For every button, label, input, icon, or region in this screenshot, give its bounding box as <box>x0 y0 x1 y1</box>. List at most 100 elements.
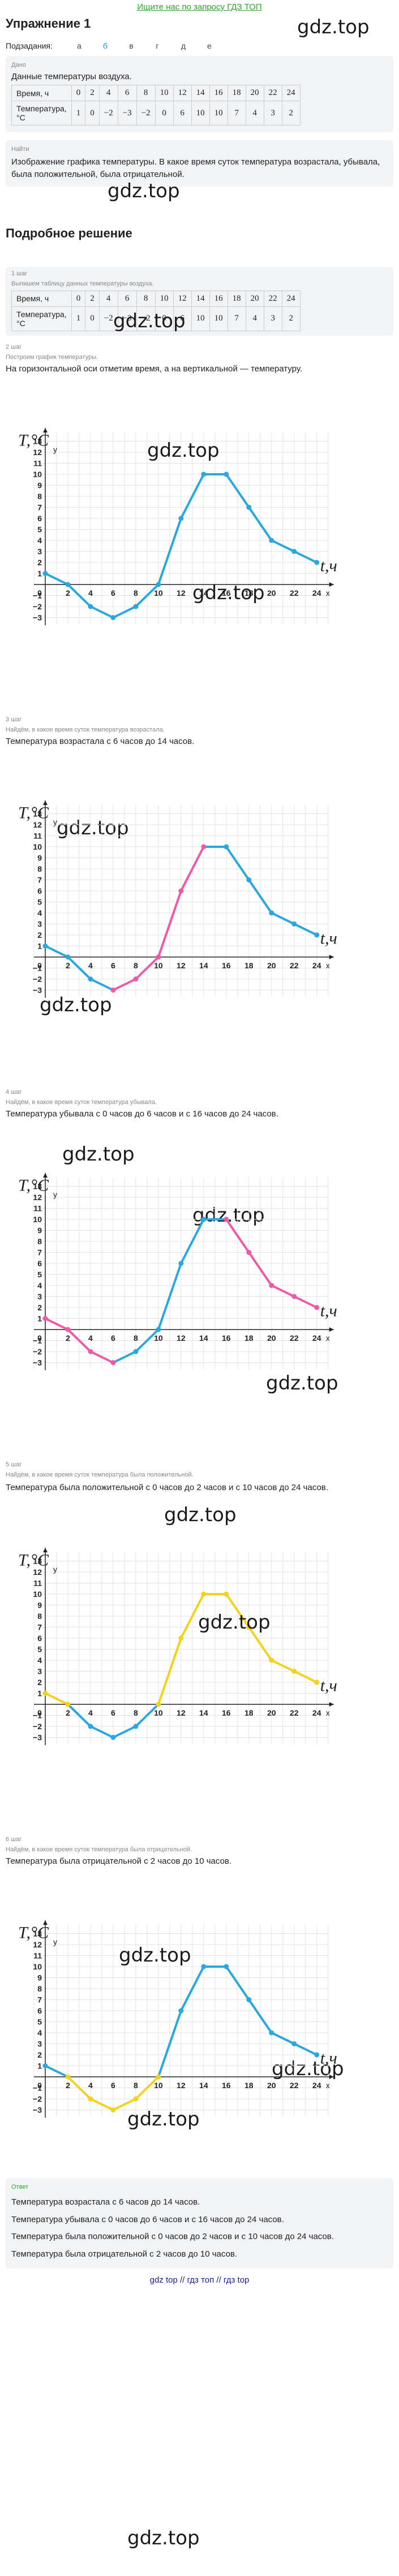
y-axis-label: T,°C <box>18 1924 49 1942</box>
y-axis-letter: y <box>53 445 57 454</box>
answer-line: Температура убывала с 0 часов до 6 часов… <box>11 2214 284 2224</box>
x-tick-label: 4 <box>88 2081 93 2090</box>
table-cell: 6 <box>173 306 192 331</box>
x-tick-label: 8 <box>134 961 138 970</box>
data-point <box>269 1657 274 1663</box>
series-segment <box>225 1965 250 2001</box>
series-segment <box>44 2064 69 2079</box>
x-tick-label: 24 <box>312 588 321 598</box>
y-tick-label: 11 <box>33 1579 42 1588</box>
data-point <box>88 1349 93 1354</box>
x-tick-label: 18 <box>244 1708 254 1717</box>
x-axis-label: t,ч <box>320 556 337 575</box>
y-axis-arrow <box>43 1548 48 1553</box>
footer-links[interactable]: gdz top // гдз топ // гдз top <box>149 2275 250 2285</box>
y-axis-letter: y <box>53 1937 57 1946</box>
data-point <box>224 1591 229 1597</box>
y-tick-label: 5 <box>37 897 42 906</box>
step-6: 6 шаг Найдём, в какое время суток темпер… <box>6 1836 393 2155</box>
y-tick-label: −2 <box>33 1722 42 1731</box>
series-segment <box>157 517 182 586</box>
y-tick-label: 4 <box>37 1656 42 1665</box>
table-cell: 7 <box>227 306 246 331</box>
watermark: gdz.top <box>62 1142 135 1166</box>
data-point <box>42 570 48 576</box>
y-tick-label: 13 <box>33 436 42 445</box>
subtask-tab-v[interactable]: в <box>129 41 134 50</box>
table-cell: 2 <box>281 101 301 125</box>
table-cell: 1 <box>71 101 86 125</box>
data-point <box>201 1216 207 1222</box>
y-tick-label: 8 <box>37 864 42 873</box>
step-5: 5 шаг Найдём, в какое время суток темпер… <box>6 1461 393 1783</box>
y-tick-label: 3 <box>37 547 42 556</box>
y-tick-label: 7 <box>37 875 42 884</box>
find-card: Найти Изображение графика температуры. В… <box>6 140 393 187</box>
step-title: Выпишем таблицу данных температуры возду… <box>11 280 154 287</box>
data-point <box>224 1216 229 1222</box>
data-point <box>178 1261 184 1266</box>
table-cell: 10 <box>155 85 174 101</box>
y-tick-label: 7 <box>37 1248 42 1257</box>
step-text: На горизонтальной оси отметим время, а н… <box>6 363 302 374</box>
x-tick-label: 18 <box>244 2081 254 2090</box>
x-tick-label: 22 <box>290 1708 299 1717</box>
x-tick-label: 6 <box>111 588 115 598</box>
table-cell: 14 <box>191 85 210 101</box>
data-point <box>246 504 252 510</box>
series-segment <box>66 955 92 980</box>
step-text: Температура была отрицательной с 2 часов… <box>6 1856 232 1867</box>
data-point <box>65 1702 71 1707</box>
table-cell: 6 <box>173 101 192 125</box>
y-tick-label: −2 <box>33 2094 42 2103</box>
page-title: Упражнение 1 <box>6 16 91 31</box>
series-segment <box>111 1350 137 1363</box>
table-cell: 22 <box>263 290 282 307</box>
subtask-tab-d[interactable]: д <box>181 41 186 50</box>
x-tick-label: 12 <box>177 588 186 598</box>
data-point <box>201 844 207 849</box>
step-1: 1 шаг Выпишем таблицу данных температуры… <box>6 266 393 336</box>
data-point <box>291 921 297 927</box>
series-segment <box>247 878 273 914</box>
data-point <box>133 2096 139 2102</box>
chart-1: −3 −2 −1 1 2 3 4 5 6 7 8 9 10 11 12 13 0 2 4 6 8 10 12 14 16 18 20… <box>6 378 393 663</box>
table-cell: 8 <box>136 85 156 101</box>
x-tick-label: 20 <box>267 1334 276 1343</box>
subtask-tab-g[interactable]: г <box>156 41 159 50</box>
data-point <box>110 1735 116 1741</box>
table-cell: 4 <box>98 85 118 101</box>
table-cell: 8 <box>136 290 156 307</box>
table-cell: 24 <box>281 85 301 101</box>
x-tick-label: 12 <box>177 1708 186 1717</box>
series-segment <box>293 1295 318 1309</box>
x-tick-label: 0 <box>37 1334 42 1343</box>
x-tick-label: 0 <box>37 2081 42 2090</box>
y-tick-label: −1 <box>33 2084 42 2093</box>
y-tick-label: 9 <box>37 480 42 490</box>
data-point <box>314 2052 320 2058</box>
subtask-tab-e[interactable]: е <box>207 41 212 50</box>
y-tick-label: 12 <box>33 448 42 457</box>
subtask-tab-a[interactable]: а <box>77 41 81 50</box>
table-cell: 1 <box>71 306 86 331</box>
y-tick-label: 2 <box>37 930 42 940</box>
y-tick-label: −3 <box>33 1733 42 1742</box>
series-segment <box>111 605 137 618</box>
data-point <box>156 1702 161 1707</box>
x-tick-label: 14 <box>199 588 208 598</box>
search-banner-link[interactable]: Ищите нас по запросу ГДЗ ТОП <box>137 2 262 12</box>
x-tick-label: 8 <box>134 1334 138 1343</box>
x-tick-label: 14 <box>199 2081 208 2090</box>
x-tick-label: 6 <box>111 1708 115 1717</box>
x-axis-letter: x <box>326 1334 330 1343</box>
data-point <box>110 2107 116 2113</box>
table-cell: 16 <box>209 85 228 101</box>
x-axis-label: t,ч <box>320 929 337 947</box>
y-axis-label: T,°C <box>18 431 49 449</box>
y-tick-label: 13 <box>33 809 42 818</box>
data-point <box>269 538 274 543</box>
series-segment <box>179 1593 205 1640</box>
subtask-tab-b[interactable]: б <box>102 41 108 50</box>
